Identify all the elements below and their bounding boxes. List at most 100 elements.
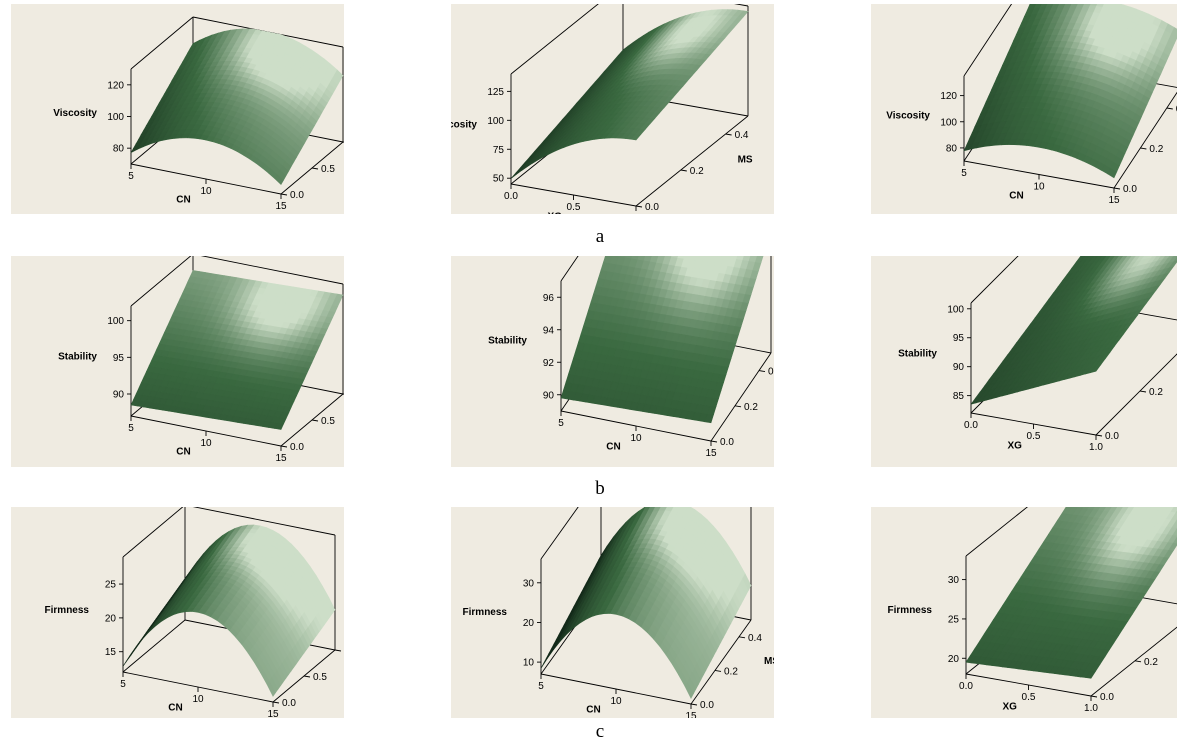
z-tick-label: 92 (543, 358, 555, 369)
surface-plot-svg: 10 20 30 Firmness 5 10 15 CN 0.0 0.2 0.4 MS (463, 507, 774, 718)
x-tick-label: 0.0 (959, 681, 973, 692)
x-tick-label: 15 (275, 201, 287, 212)
x-tick-label: 15 (1108, 195, 1120, 206)
z-tick-label: 125 (487, 87, 504, 98)
y-tick-label: 0.2 (1149, 387, 1163, 398)
x-tick-label: 10 (1033, 182, 1045, 193)
z-tick-label: 100 (940, 117, 957, 128)
x-axis-label: CN (176, 447, 190, 458)
x-tick-label: 10 (200, 438, 212, 449)
z-axis-label: Viscosity (53, 108, 97, 119)
z-tick-label: 30 (523, 578, 535, 589)
x-tick-label: 10 (200, 186, 212, 197)
x-tick-label: 0.5 (1027, 431, 1041, 442)
x-tick-label: 10 (192, 694, 204, 705)
x-axis-label: XG (1008, 441, 1023, 452)
x-tick-label: 5 (128, 423, 134, 434)
x-tick-label: 0.5 (567, 202, 581, 213)
z-axis-label: Stability (488, 336, 527, 347)
x-tick-label: 15 (275, 453, 287, 464)
row-label-a: a (595, 226, 605, 247)
x-axis-label: CN (606, 442, 620, 453)
y-tick-label: 0.2 (1144, 657, 1158, 668)
x-axis-label: CN (176, 195, 190, 206)
y-tick-label: 0.0 (720, 437, 734, 448)
surface-mesh (963, 4, 1177, 179)
z-tick-label: 96 (543, 293, 555, 304)
y-tick-label: 0.5 (313, 672, 327, 683)
z-axis-label: Viscosity (886, 110, 930, 121)
y-tick-label: 0.0 (1123, 184, 1137, 195)
z-tick-label: 95 (113, 353, 125, 364)
z-tick-label: 30 (948, 575, 960, 586)
z-tick-label: 94 (543, 325, 555, 336)
y-axis-label: MS (764, 656, 774, 667)
x-tick-label: 1.0 (629, 213, 643, 214)
z-tick-label: 120 (940, 91, 957, 102)
z-tick-label: 90 (113, 390, 125, 401)
z-tick-label: 75 (493, 145, 505, 156)
x-axis-label: XG (548, 212, 563, 214)
surface-mesh (970, 256, 1177, 405)
z-tick-label: 120 (107, 80, 124, 91)
z-tick-label: 15 (105, 647, 117, 658)
y-tick-label: 0.0 (282, 698, 296, 709)
x-tick-label: 10 (610, 696, 622, 707)
y-tick-label: 0.0 (1100, 692, 1114, 703)
surface-mesh (130, 28, 344, 185)
z-axis-label: Stability (898, 349, 937, 360)
x-axis-label: CN (168, 703, 182, 714)
x-tick-label: 5 (961, 168, 967, 179)
z-tick-label: 90 (953, 362, 965, 373)
x-tick-label: 5 (128, 171, 134, 182)
y-tick-label: 0.4 (1176, 104, 1177, 115)
y-tick-label: 0.0 (700, 700, 714, 711)
z-axis-label: Firmness (45, 605, 90, 616)
z-tick-label: 25 (105, 580, 117, 591)
z-tick-label: 90 (543, 390, 555, 401)
y-tick-label: 0.2 (724, 666, 738, 677)
y-tick-label: 0.0 (290, 442, 304, 453)
z-tick-label: 80 (946, 143, 958, 154)
x-axis-label: CN (586, 705, 600, 716)
z-tick-label: 100 (107, 112, 124, 123)
x-tick-label: 5 (120, 679, 126, 690)
y-tick-label: 0.2 (1149, 144, 1163, 155)
z-tick-label: 20 (948, 654, 960, 665)
y-tick-label: 0.0 (290, 190, 304, 201)
x-axis-label: CN (1009, 190, 1023, 201)
x-tick-label: 0.0 (504, 191, 518, 202)
z-axis-label: Stability (58, 352, 97, 363)
z-axis-label: Firmness (888, 605, 933, 616)
z-tick-label: 80 (113, 144, 125, 155)
x-tick-label: 0.5 (1022, 692, 1036, 703)
surface-mesh (510, 9, 749, 179)
y-tick-label: 0.2 (690, 166, 704, 177)
x-tick-label: 1.0 (1089, 442, 1103, 453)
y-tick-label: 0.5 (321, 164, 335, 175)
z-tick-label: 20 (105, 613, 117, 624)
z-tick-label: 25 (948, 614, 960, 625)
x-tick-label: 5 (538, 681, 544, 692)
z-tick-label: 100 (107, 316, 124, 327)
z-tick-label: 50 (493, 174, 505, 185)
y-tick-label: 0.4 (748, 633, 762, 644)
z-axis-label: Viscosity (451, 120, 477, 131)
surface-mesh (122, 524, 336, 697)
x-tick-label: 15 (267, 709, 279, 718)
y-tick-label: 0.0 (645, 202, 659, 213)
y-tick-label: 0.4 (735, 130, 749, 141)
y-tick-label: 0.2 (744, 402, 758, 413)
y-tick-label: 0.4 (768, 367, 774, 378)
